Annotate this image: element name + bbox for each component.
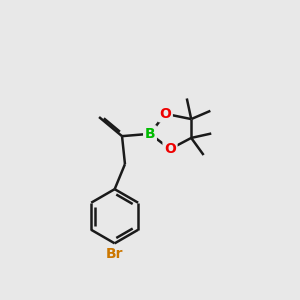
Text: Br: Br — [106, 247, 123, 261]
Text: O: O — [164, 142, 176, 156]
Text: O: O — [159, 107, 171, 121]
Text: B: B — [145, 127, 155, 141]
